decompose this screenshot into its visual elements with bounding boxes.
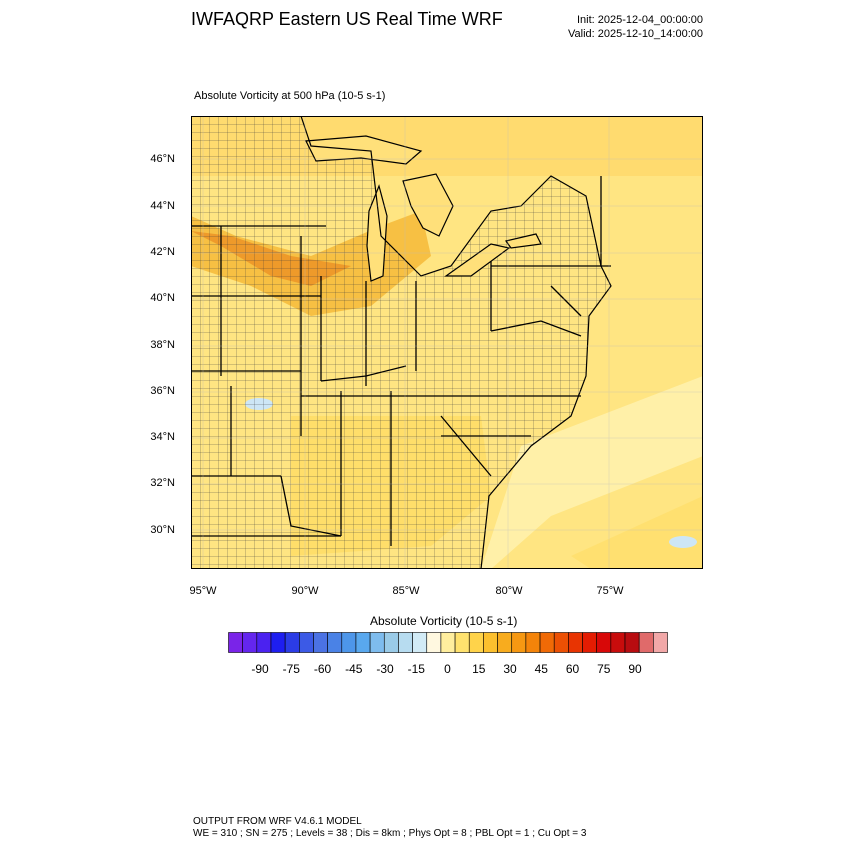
colorbar-tick-label: -60 <box>313 662 332 676</box>
colorbar-tick-label: 90 <box>628 662 642 676</box>
lon-label: 75°W <box>596 585 624 597</box>
colorbar-box <box>483 632 498 653</box>
plot-title: IWFAQRP Eastern US Real Time WRF <box>191 9 503 29</box>
lat-label: 34°N <box>150 431 175 443</box>
map-frame <box>191 116 703 569</box>
colorbar-box <box>284 632 300 653</box>
colorbar-box <box>582 632 597 653</box>
colorbar-box <box>610 632 626 653</box>
colorbar-box <box>383 632 399 653</box>
colorbar-box <box>341 632 357 653</box>
field-title: Absolute Vorticity at 500 hPa (10-5 s-1) <box>194 90 386 102</box>
colorbar-box <box>553 632 569 653</box>
run-times: Init: 2025-12-04_00:00:00 Valid: 2025-12… <box>568 13 703 41</box>
lake-ontario <box>504 233 542 249</box>
colorbar-tick-label: 30 <box>503 662 517 676</box>
colorbar-tick-label: -45 <box>345 662 363 676</box>
colorbar-box <box>454 632 470 653</box>
lon-label: 90°W <box>291 585 319 597</box>
colorbar-box <box>511 632 527 653</box>
colorbar-tick-label: -75 <box>282 662 300 676</box>
colorbar-box <box>355 632 371 653</box>
vorticity-map <box>191 116 703 569</box>
footer: OUTPUT FROM WRF V4.6.1 MODEL WE = 310 ; … <box>193 816 586 840</box>
lon-label: 85°W <box>392 585 420 597</box>
colorbar-box <box>638 632 654 653</box>
colorbar-tick-label: -30 <box>376 662 394 676</box>
colorbar-tick-label: -90 <box>251 662 269 676</box>
footer-config: WE = 310 ; SN = 275 ; Levels = 38 ; Dis … <box>193 828 587 839</box>
colorbar-title: Absolute Vorticity (10-5 s-1) <box>370 614 518 628</box>
colorbar-box <box>228 632 243 653</box>
colorbar-box <box>398 632 413 653</box>
lat-label: 30°N <box>150 524 175 536</box>
graticule <box>191 116 703 569</box>
lake-michigan <box>366 184 388 282</box>
colorbar-box <box>313 632 328 653</box>
lat-label: 40°N <box>150 292 175 304</box>
field-blue-patch <box>669 536 697 548</box>
colorbar-box <box>256 632 272 653</box>
lat-label: 38°N <box>150 339 175 351</box>
colorbar-box <box>568 632 583 653</box>
init-time: Init: 2025-12-04_00:00:00 <box>577 14 703 26</box>
colorbar-tick-label: 15 <box>472 662 486 676</box>
lat-label: 44°N <box>150 200 175 212</box>
colorbar-box <box>624 632 640 653</box>
colorbar-box <box>299 632 314 653</box>
colorbar-tick-label: 45 <box>534 662 548 676</box>
lat-label: 36°N <box>150 385 175 397</box>
colorbar-box <box>242 632 258 653</box>
colorbar-box <box>497 632 513 653</box>
colorbar-tick-label: 60 <box>565 662 580 676</box>
lat-label: 42°N <box>150 246 175 258</box>
footer-model: OUTPUT FROM WRF V4.6.1 MODEL <box>193 816 362 827</box>
colorbar-box <box>327 632 343 653</box>
lon-label: 80°W <box>495 585 523 597</box>
colorbar <box>228 632 668 653</box>
colorbar-box <box>440 632 456 653</box>
colorbar-box <box>369 632 385 653</box>
colorbar-tick-label: 75 <box>597 662 611 676</box>
colorbar-box <box>468 632 484 653</box>
field-ocean-light <box>481 376 703 569</box>
colorbar-box <box>596 632 612 653</box>
field-ocean-south <box>571 496 703 569</box>
colorbar-tick-label: -15 <box>407 662 425 676</box>
colorbar-box <box>426 632 442 653</box>
colorbar-box <box>525 632 541 653</box>
lat-label: 32°N <box>150 477 175 489</box>
colorbar-box <box>539 632 555 653</box>
lon-label: 95°W <box>189 585 217 597</box>
lake-erie <box>444 243 511 277</box>
colorbar-box <box>653 632 668 653</box>
state-boundaries <box>191 176 611 546</box>
valid-time: Valid: 2025-12-10_14:00:00 <box>568 28 703 40</box>
colorbar-box <box>412 632 428 653</box>
lat-label: 46°N <box>150 153 175 165</box>
colorbar-box <box>270 632 286 653</box>
colorbar-tick-label: 0 <box>444 662 451 676</box>
